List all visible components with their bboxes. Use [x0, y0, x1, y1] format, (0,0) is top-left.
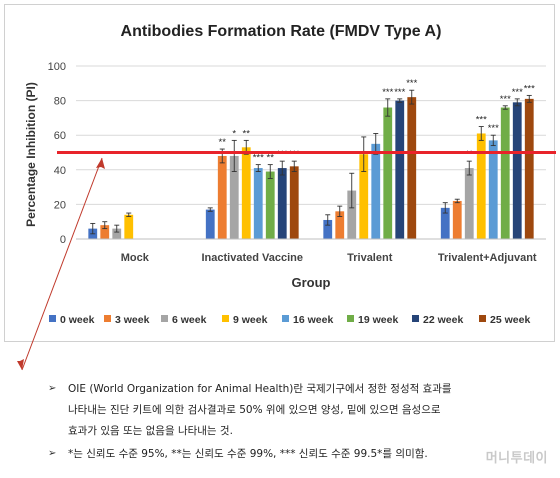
- significance-label: ***: [394, 87, 405, 98]
- chart-container: Antibodies Formation Rate (FMDV Type A) 0…: [4, 4, 556, 342]
- bar: [383, 107, 393, 240]
- bar: [253, 168, 263, 239]
- y-axis-label: Percentage Inhibition (PI): [24, 82, 38, 227]
- legend-label: 9 week: [233, 314, 268, 326]
- legend-label: 25 week: [490, 314, 530, 326]
- chart-svg: Antibodies Formation Rate (FMDV Type A) 0…: [24, 23, 556, 326]
- bar: [289, 166, 299, 239]
- legend-label: 0 week: [60, 314, 95, 326]
- significance-label: *: [232, 128, 236, 139]
- bar: [440, 207, 450, 239]
- bar: [476, 133, 486, 239]
- x-tick-label: Trivalent+Adjuvant: [438, 252, 537, 264]
- bar: [265, 171, 275, 239]
- legend-swatch: [479, 315, 486, 322]
- significance-label: ***: [253, 153, 264, 164]
- x-tick-label: Trivalent: [347, 252, 393, 264]
- legend-swatch: [161, 315, 168, 322]
- y-tick-label: 60: [54, 130, 66, 142]
- note-1-line-1: OIE (World Organization for Animal Healt…: [68, 383, 452, 395]
- x-tick-label: Mock: [121, 252, 150, 264]
- legend-swatch: [104, 315, 111, 322]
- bar: [217, 155, 227, 239]
- bar: [205, 209, 215, 239]
- y-tick-label: 100: [48, 61, 66, 73]
- significance-label: ***: [524, 83, 535, 94]
- bar: [407, 97, 417, 239]
- significance-label: **: [243, 128, 251, 139]
- legend-label: 3 week: [115, 314, 150, 326]
- bar: [452, 200, 462, 239]
- chart-title: Antibodies Formation Rate (FMDV Type A): [121, 23, 442, 40]
- y-tick-label: 0: [60, 234, 66, 246]
- significance-label: ***: [277, 149, 288, 160]
- bar: [359, 154, 369, 239]
- y-tick-label: 20: [54, 199, 66, 211]
- bar: [229, 155, 239, 239]
- significance-label: ***: [512, 87, 523, 98]
- bullet-arrow-icon: ➢: [48, 383, 57, 394]
- legend-swatch: [282, 315, 289, 322]
- bullet-arrow-icon: ➢: [48, 448, 57, 459]
- y-tick-label: 40: [54, 165, 66, 177]
- bar: [464, 168, 474, 239]
- note-2-line-1: *는 신뢰도 수준 95%, **는 신뢰도 수준 99%, *** 신뢰도 수…: [68, 448, 428, 460]
- legend-label: 22 week: [423, 314, 463, 326]
- bar: [335, 211, 345, 239]
- bar: [100, 225, 110, 239]
- legend-label: 19 week: [358, 314, 398, 326]
- significance-label: **: [219, 137, 227, 148]
- bar: [124, 214, 134, 239]
- bar: [500, 107, 510, 240]
- bar: [512, 102, 522, 239]
- note-1-line-3: 효과가 있음 또는 없음을 나타내는 것.: [68, 425, 233, 437]
- legend-swatch: [49, 315, 56, 322]
- watermark-logo: 머니투데이: [485, 451, 548, 466]
- legend-swatch: [347, 315, 354, 322]
- notes-section: ➢ OIE (World Organization for Animal Hea…: [0, 350, 560, 478]
- bar: [277, 168, 287, 239]
- note-1-line-2: 나타내는 진단 키트에 의한 검사결과로 50% 위에 있으면 양성, 밑에 있…: [68, 404, 441, 416]
- legend-swatch: [412, 315, 419, 322]
- x-axis-label: Group: [292, 275, 331, 290]
- significance-label: ***: [406, 78, 417, 89]
- bar: [395, 100, 405, 239]
- significance-label: ***: [476, 115, 487, 126]
- bar: [347, 190, 357, 239]
- significance-label: ***: [289, 149, 300, 160]
- bar: [524, 98, 534, 240]
- significance-label: **: [466, 149, 474, 160]
- bar: [488, 140, 498, 239]
- legend-label: 16 week: [293, 314, 333, 326]
- x-tick-label: Inactivated Vaccine: [202, 252, 304, 264]
- bar: [241, 147, 251, 239]
- significance-label: **: [267, 153, 275, 164]
- bar: [112, 228, 122, 239]
- significance-label: ***: [488, 123, 499, 134]
- bar: [371, 143, 381, 239]
- significance-label: ***: [500, 94, 511, 105]
- y-tick-label: 80: [54, 96, 66, 108]
- legend-label: 6 week: [172, 314, 207, 326]
- legend-swatch: [222, 315, 229, 322]
- bar: [323, 219, 333, 239]
- significance-label: ***: [382, 87, 393, 98]
